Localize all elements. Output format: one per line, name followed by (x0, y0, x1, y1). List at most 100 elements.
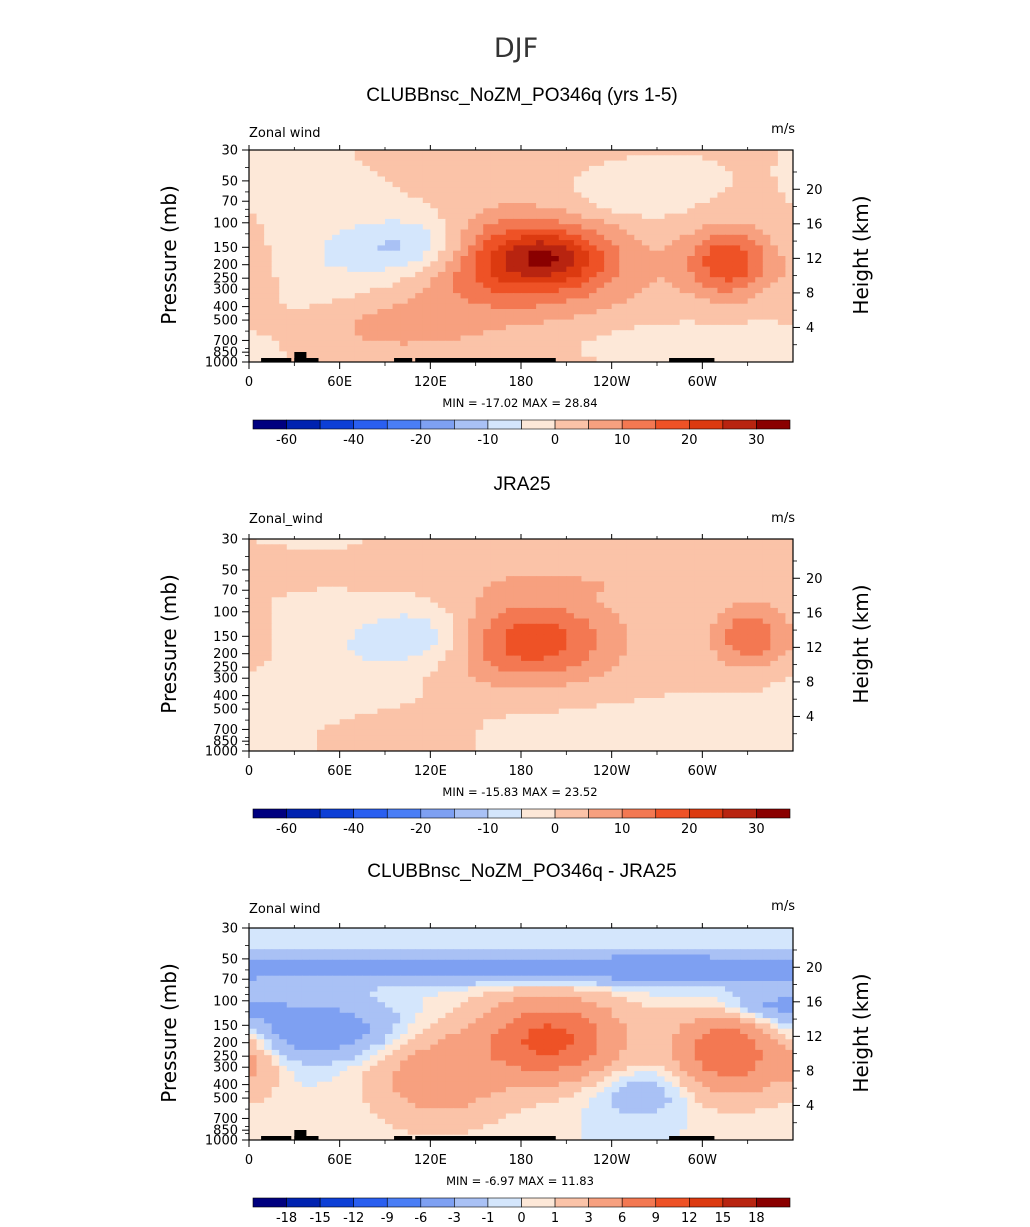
contour-cell (475, 229, 484, 236)
contour-cell (551, 303, 560, 310)
contour-cell (725, 634, 734, 641)
contour-cell (641, 666, 651, 673)
contour-cell (589, 314, 598, 321)
contour-cell (483, 282, 492, 289)
contour-cell (770, 240, 779, 246)
contour-cell (490, 319, 499, 326)
contour-cell (725, 586, 734, 593)
contour-cell (672, 565, 681, 572)
contour-cell (672, 171, 681, 178)
contour-cell (468, 660, 477, 667)
contour-cell (709, 351, 719, 358)
contour-cell (249, 203, 258, 209)
contour-cell (717, 218, 726, 225)
contour-cell (687, 324, 696, 331)
contour-cell (770, 324, 779, 331)
contour-cell (483, 287, 492, 294)
contour-cell (709, 607, 719, 614)
contour-cell (687, 592, 696, 598)
contour-cell (279, 618, 288, 625)
contour-cell (505, 229, 515, 236)
contour-cell (369, 554, 379, 561)
contour-cell (498, 229, 507, 236)
colorbar-swatch (487, 419, 522, 430)
contour-cell (498, 560, 507, 567)
contour-cell (354, 565, 363, 572)
contour-cell (332, 554, 341, 561)
contour-cell (732, 261, 741, 268)
contour-cell (309, 197, 318, 204)
contour-cell (604, 240, 613, 246)
contour-cell (483, 303, 492, 310)
contour-cell (369, 676, 379, 683)
contour-cell (611, 544, 620, 551)
contour-cell (339, 324, 348, 331)
contour-cell (777, 150, 787, 156)
contour-cell (249, 229, 258, 236)
contour-cell (589, 282, 598, 289)
contour-cell (770, 287, 779, 294)
contour-cell (679, 351, 688, 358)
contour-cell (513, 150, 522, 156)
contour-cell (468, 245, 477, 252)
contour-cell (725, 351, 734, 358)
contour-cell (301, 618, 311, 625)
contour-cell (762, 250, 771, 257)
colorbar-swatch (353, 419, 388, 430)
contour-cell (785, 208, 793, 215)
contour-cell (679, 160, 688, 167)
contour-cell (649, 250, 658, 257)
contour-cell (422, 203, 431, 209)
contour-cell (657, 240, 666, 246)
contour-cell (437, 560, 447, 567)
contour-cell (649, 240, 658, 246)
contour-cell (626, 303, 635, 310)
contour-cell (672, 150, 681, 156)
contour-cell (649, 602, 658, 609)
contour-cell (785, 277, 793, 284)
contour-cell (596, 666, 605, 673)
contour-cell (264, 160, 273, 167)
contour-cell (702, 576, 711, 582)
contour-cell (377, 176, 386, 183)
contour-cell (770, 581, 779, 588)
contour-cell (664, 203, 673, 209)
contour-cell (536, 671, 545, 678)
contour-cell (687, 319, 696, 326)
contour-cell (536, 660, 545, 667)
contour-cell (301, 309, 311, 315)
contour-cell (732, 346, 741, 352)
contour-cell (309, 586, 318, 593)
contour-cell (332, 208, 341, 215)
contour-cell (641, 266, 651, 273)
contour-cell (460, 224, 469, 231)
contour-cell (453, 629, 462, 635)
contour-cell (301, 592, 311, 598)
contour-cell (415, 549, 424, 556)
contour-cell (709, 187, 719, 193)
contour-cell (596, 224, 605, 231)
contour-cell (490, 160, 499, 167)
contour-cell (422, 586, 431, 593)
contour-cell (732, 203, 741, 209)
contour-cell (483, 187, 492, 193)
contour-cell (400, 560, 409, 567)
contour-cell (347, 287, 356, 294)
contour-cell (687, 581, 696, 588)
contour-cell (770, 539, 779, 545)
contour-cell (347, 187, 356, 193)
contour-cell (543, 181, 552, 188)
contour-cell (407, 613, 416, 620)
contour-cell (377, 314, 386, 321)
contour-cell (664, 602, 673, 609)
contour-cell (777, 346, 787, 352)
contour-cell (400, 629, 409, 635)
contour-cell (558, 160, 567, 167)
contour-cell (755, 570, 764, 577)
contour-cell (664, 586, 673, 593)
contour-cell (521, 303, 530, 310)
contour-cell (317, 319, 326, 326)
contour-cell (301, 240, 311, 246)
contour-cell (611, 581, 620, 588)
x-tick-label: 120E (414, 375, 447, 390)
